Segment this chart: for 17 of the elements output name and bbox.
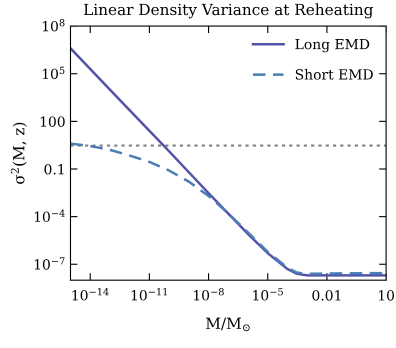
x-tick-label: 10$^{−11}$ bbox=[132, 288, 167, 301]
legend-label: Long EMD bbox=[295, 39, 370, 52]
x-tick-label: 0.01 bbox=[312, 290, 340, 301]
y-axis-title: σ$^{2}$(M, z) bbox=[10, 122, 27, 184]
y-tick-label: 10$^{−4}$ bbox=[34, 210, 65, 222]
legend-label: Short EMD bbox=[296, 68, 373, 80]
y-tick-label: 100 bbox=[40, 116, 65, 127]
y-tick-label: 10$^{8}$ bbox=[42, 19, 65, 32]
chart-title: Linear Density Variance at Reheating bbox=[84, 3, 373, 18]
x-tick-label: 10$^{−14}$ bbox=[72, 288, 109, 301]
x-tick-label: 10 bbox=[378, 290, 394, 301]
x-axis-title: M/M$_{⊙}$ bbox=[206, 318, 250, 332]
y-tick-label: 10$^{5}$ bbox=[42, 66, 64, 80]
y-tick-label: 0.1 bbox=[44, 164, 64, 174]
x-tick-label: 10$^{−5}$ bbox=[253, 288, 283, 301]
y-tick-label: 10$^{−7}$ bbox=[34, 257, 65, 270]
x-tick-label: 10$^{−8}$ bbox=[194, 288, 224, 301]
